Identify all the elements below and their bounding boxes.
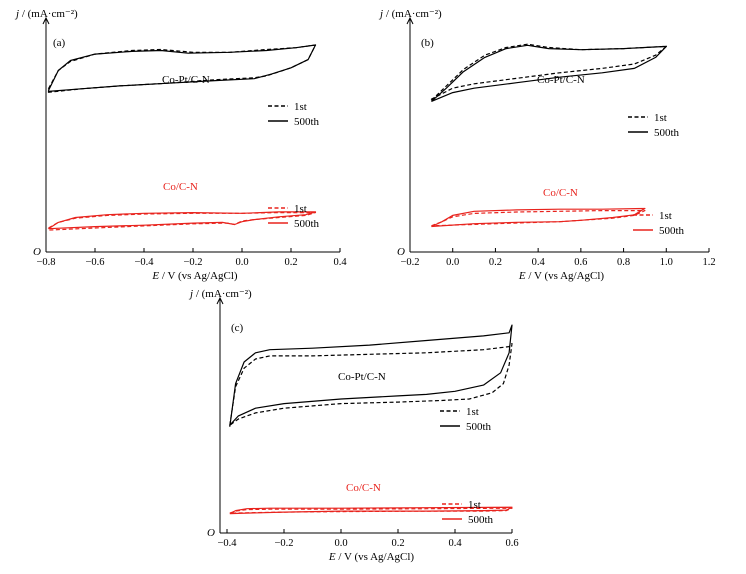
panel-a: j / (mA·cm⁻²) O (a) −0.8 −0.6 −0.4 −0.2 0.0 0.2 0…	[14, 8, 347, 282]
x-tick-label: 0.0	[235, 257, 248, 268]
legend-label: 500th	[654, 127, 680, 139]
x-tick-label: −0.6	[85, 257, 104, 268]
series-group-label: Co/C-N	[346, 482, 381, 494]
x-tick-label: −0.4	[217, 538, 237, 549]
x-tick-label: 1.2	[702, 257, 715, 268]
cv-curve-1st	[229, 343, 513, 426]
x-tick-label: 0.4	[448, 538, 462, 549]
panel-label: (a)	[53, 37, 66, 49]
x-tick-label: 0.6	[574, 257, 587, 268]
x-tick-label: 0.0	[334, 538, 347, 549]
x-axis-label: E / V (vs Ag/AgCl)	[328, 551, 415, 563]
y-axis-arrow	[42, 16, 50, 25]
y-axis-arrow	[406, 16, 414, 25]
y-axis-label: j / (mA·cm⁻²)	[378, 8, 442, 20]
group-co-c-n: Co/C-N 1st 500th	[229, 482, 513, 526]
legend-label: 1st	[654, 112, 667, 124]
panel-label: (c)	[231, 322, 244, 334]
legend: 1st 500th	[442, 499, 494, 526]
cv-curve-500th	[431, 207, 646, 228]
x-tick-label: 1.0	[660, 257, 673, 268]
series-group-label: Co-Pt/C-N	[338, 371, 386, 383]
origin-label: O	[397, 246, 405, 258]
y-axis-label: j / (mA·cm⁻²)	[188, 288, 252, 300]
legend: 1st 500th	[633, 210, 685, 237]
legend-label: 500th	[659, 225, 685, 237]
cv-curve-500th	[229, 324, 513, 427]
x-tick-label: 0.0	[446, 257, 459, 268]
legend-label: 1st	[468, 499, 481, 511]
group-co-pt-c-n: Co-Pt/C-N 1st 500th	[430, 43, 680, 139]
group-co-c-n: Co/C-N 1st 500th	[47, 181, 320, 231]
group-co-c-n: Co/C-N 1st 500th	[431, 187, 685, 237]
panel-b: j / (mA·cm⁻²) O (b) −0.2 0.0 0.2 0.4 0.6 0.8 1.0 1…	[378, 8, 716, 282]
x-tick-label: 0.2	[284, 257, 297, 268]
series-group-label: Co-Pt/C-N	[162, 74, 210, 86]
cv-curve-1st	[431, 210, 646, 227]
x-tick-label: −0.8	[36, 257, 55, 268]
cv-curve-500th	[229, 506, 513, 515]
cv-curve-500th	[47, 44, 317, 92]
x-tick-label: −0.4	[134, 257, 154, 268]
x-tick-label: −0.2	[400, 257, 419, 268]
legend-label: 1st	[294, 203, 307, 215]
x-tick-label: 0.4	[333, 257, 347, 268]
cv-curve-500th	[48, 211, 317, 230]
x-axis-label: E / V (vs Ag/AgCl)	[518, 270, 605, 282]
cv-curve-1st	[47, 212, 317, 231]
legend-label: 500th	[294, 116, 320, 128]
x-tick-label: 0.8	[617, 257, 630, 268]
series-group-label: Co/C-N	[543, 187, 578, 199]
series-group-label: Co/C-N	[163, 181, 198, 193]
y-axis-arrow	[216, 296, 224, 305]
legend: 1st 500th	[268, 203, 320, 230]
group-co-pt-c-n: Co-Pt/C-N 1st 500th	[47, 44, 320, 128]
x-tick-label: 0.2	[489, 257, 502, 268]
origin-label: O	[33, 246, 41, 258]
panel-c: j / (mA·cm⁻²) O (c) −0.4 −0.2 0.0 0.2 0.4 0.6 E /…	[188, 288, 519, 563]
legend: 1st 500th	[628, 112, 680, 139]
x-tick-label: 0.4	[532, 257, 546, 268]
x-tick-label: 0.2	[391, 538, 404, 549]
legend-label: 1st	[659, 210, 672, 222]
cv-curve-1st	[430, 43, 667, 101]
x-tick-label: 0.6	[505, 538, 518, 549]
series-group-label: Co-Pt/C-N	[537, 74, 585, 86]
y-axis-label: j / (mA·cm⁻²)	[14, 8, 78, 20]
group-co-pt-c-n: Co-Pt/C-N 1st 500th	[229, 324, 513, 433]
x-tick-label: −0.2	[183, 257, 202, 268]
legend: 1st 500th	[268, 101, 320, 128]
x-tick-label: −0.2	[274, 538, 293, 549]
legend-label: 1st	[466, 406, 479, 418]
legend-label: 500th	[294, 218, 320, 230]
legend: 1st 500th	[440, 406, 492, 433]
cv-curve-1st	[229, 507, 513, 514]
cv-curve-500th	[431, 44, 667, 102]
legend-label: 500th	[466, 421, 492, 433]
legend-label: 500th	[468, 514, 494, 526]
panel-label: (b)	[421, 37, 434, 49]
x-axis-label: E / V (vs Ag/AgCl)	[151, 270, 238, 282]
origin-label: O	[207, 527, 215, 539]
legend-label: 1st	[294, 101, 307, 113]
